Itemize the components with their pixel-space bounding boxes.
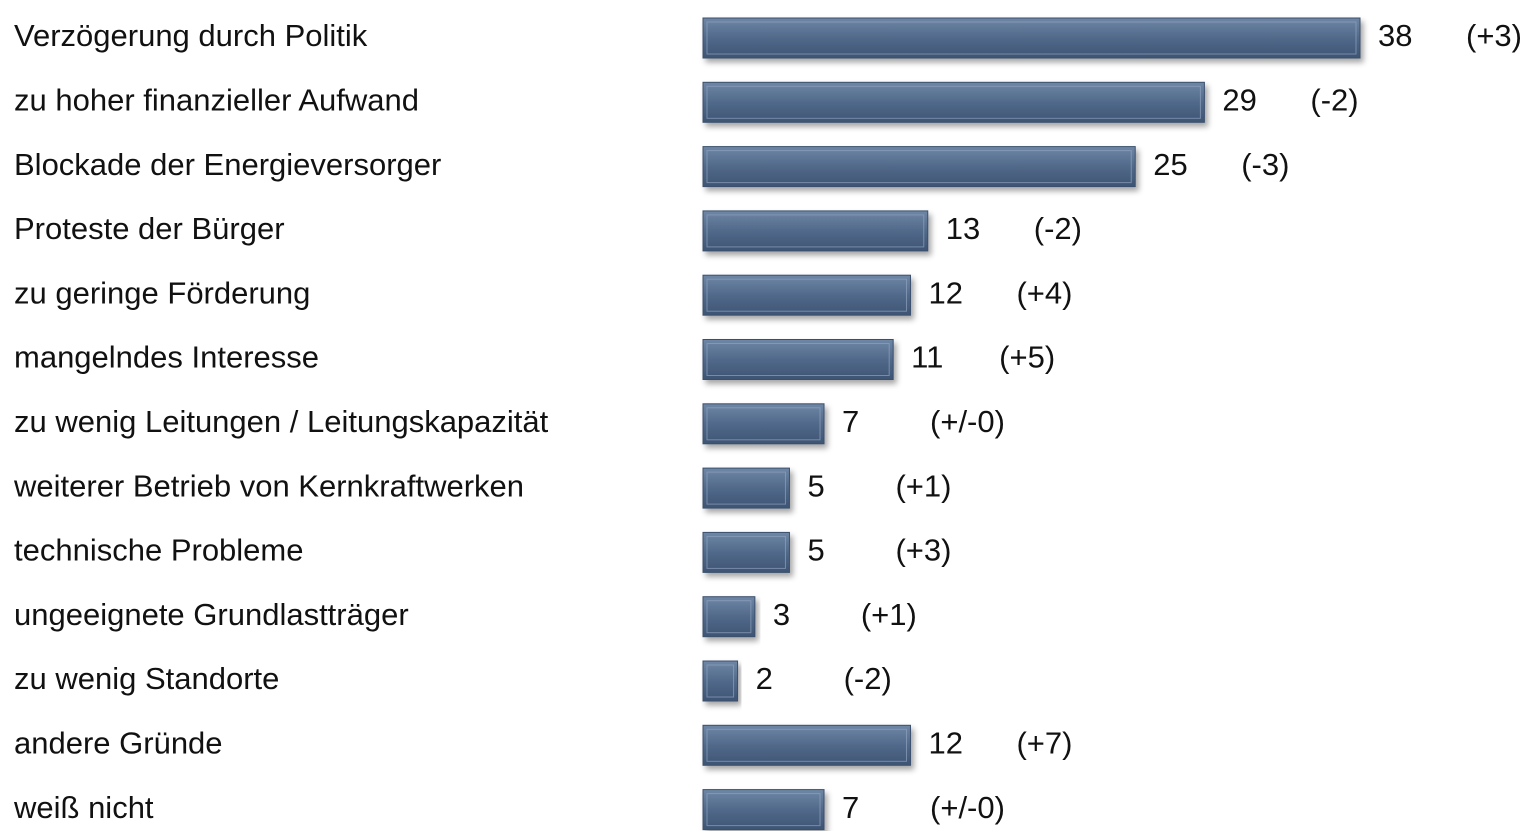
bar-bevel — [706, 21, 1357, 55]
category-label: mangelndes Interesse — [14, 340, 319, 375]
value-label: 12 — [928, 725, 962, 760]
bar — [702, 403, 825, 445]
category-label: weiterer Betrieb von Kernkraftwerken — [13, 468, 524, 503]
category-label: ungeeignete Grundlastträger — [14, 597, 409, 632]
change-label: (+4) — [1016, 275, 1072, 310]
bar-bevel — [706, 85, 1201, 119]
bar — [702, 339, 894, 380]
bar — [702, 660, 739, 702]
bar-bevel — [706, 214, 925, 248]
bar-bevel — [706, 150, 1132, 184]
bar-bevel — [706, 664, 735, 698]
category-label: Proteste der Bürger — [14, 211, 285, 246]
value-label: 12 — [928, 275, 962, 310]
change-label: (-3) — [1241, 147, 1289, 182]
value-label: 11 — [911, 340, 943, 375]
category-label: Verzögerung durch Politik — [14, 18, 368, 53]
bar — [702, 274, 911, 316]
category-label: andere Gründe — [14, 725, 223, 760]
category-label: technische Probleme — [14, 533, 304, 568]
bar — [702, 146, 1136, 188]
change-label: (+3) — [895, 533, 951, 568]
change-label: (-2) — [844, 661, 892, 696]
value-label: 13 — [946, 211, 980, 246]
change-label: (+7) — [1016, 725, 1072, 760]
bar-bevel — [706, 407, 821, 441]
bar — [702, 210, 929, 252]
change-label: (+3) — [1466, 18, 1522, 53]
bar — [702, 789, 825, 831]
change-label: (+5) — [999, 340, 1055, 375]
bar-bevel — [706, 278, 907, 312]
value-label: 7 — [842, 404, 859, 439]
change-label: (-2) — [1034, 211, 1082, 246]
value-label: 25 — [1153, 147, 1187, 182]
value-label: 5 — [807, 533, 824, 568]
value-label: 29 — [1222, 82, 1256, 117]
change-label: (+1) — [895, 468, 951, 503]
bar — [702, 17, 1361, 59]
value-label: 2 — [756, 661, 773, 696]
bar-bevel — [706, 793, 821, 827]
category-label: zu wenig Standorte — [14, 661, 279, 696]
bar — [702, 531, 790, 573]
value-label: 7 — [842, 790, 859, 825]
value-label: 5 — [807, 468, 824, 503]
bar-bevel — [706, 600, 752, 634]
change-label: (+1) — [861, 597, 917, 632]
bar-bevel — [706, 471, 786, 505]
category-label: weiß nicht — [13, 790, 154, 825]
change-label: (+/-0) — [930, 790, 1005, 825]
change-label: (+/-0) — [930, 404, 1005, 439]
category-label: zu wenig Leitungen / Leitungskapazität — [14, 404, 549, 439]
bar — [702, 724, 911, 766]
category-label: zu hoher finanzieller Aufwand — [14, 82, 419, 117]
value-label: 3 — [773, 597, 790, 632]
value-label: 38 — [1378, 18, 1412, 53]
bar-bevel — [706, 728, 907, 762]
bar — [702, 81, 1205, 123]
change-label: (-2) — [1310, 82, 1358, 117]
bar-bevel — [706, 343, 890, 376]
category-label: zu geringe Förderung — [14, 275, 310, 310]
bar — [702, 467, 790, 509]
bar — [702, 596, 756, 638]
bar-bevel — [706, 535, 786, 569]
category-label: Blockade der Energieversorger — [14, 147, 441, 182]
